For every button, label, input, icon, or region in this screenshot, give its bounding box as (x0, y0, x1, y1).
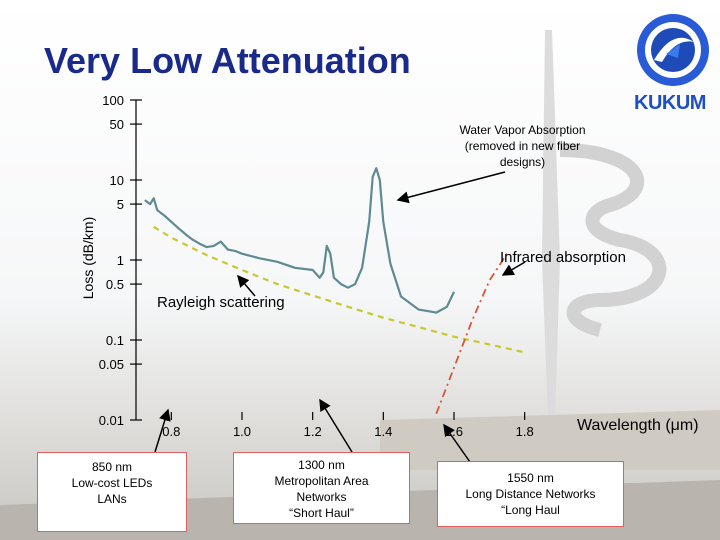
y-tick-label: 1 (117, 253, 124, 268)
rayleigh-arrow (237, 274, 256, 297)
note-850nm: 850 nm Low-cost LEDs LANs (37, 452, 187, 532)
n1550-arrow (443, 423, 471, 463)
annotation-rayleigh: Rayleigh scattering (157, 294, 285, 311)
n1300-arrow (319, 398, 353, 453)
x-axis-label: Wavelength (μm) (577, 417, 699, 434)
water-vapor-line-1: Water Vapor Absorption (459, 123, 586, 137)
x-tick-label: 1.2 (304, 424, 322, 439)
series-layer (144, 167, 525, 415)
y-axis-ticks: 100 50 10 5 1 0.5 0.1 0.05 0.01 (99, 93, 142, 428)
y-tick-label: 50 (110, 117, 124, 132)
n850-line-2: Low-cost LEDs (71, 476, 153, 490)
x-tick-label: 1.0 (233, 424, 251, 439)
slide-title: Very Low Attenuation (44, 40, 411, 81)
n1550-line-2: Long Distance Networks (465, 487, 596, 501)
n1300-line-2: Metropolitan Area (274, 474, 369, 488)
series-loss-line (144, 167, 455, 314)
n1550-line-1: 1550 nm (507, 471, 554, 485)
y-tick-label: 0.5 (106, 277, 124, 292)
annotation-infrared: Infrared absorption (500, 249, 626, 266)
n850-line-1: 850 nm (91, 460, 133, 474)
n850-line-3: LANs (97, 492, 127, 506)
x-tick-label: 1.4 (374, 424, 392, 439)
x-axis-ticks: 0.8 1.0 1.2 1.4 1.6 1.8 (162, 412, 534, 439)
infrared-arrow (501, 261, 526, 276)
y-axis-label: Loss (dB/km) (80, 217, 96, 299)
university-logo-icon (637, 14, 709, 86)
water-vapor-note: Water Vapor Absorption (removed in new f… (440, 122, 605, 170)
water-vapor-arrow (396, 171, 506, 204)
y-tick-label: 0.05 (99, 357, 124, 372)
x-tick-label: 0.8 (162, 424, 180, 439)
water-vapor-line-2: (removed in new fiber (464, 139, 581, 153)
y-tick-label: 0.1 (106, 333, 124, 348)
n1300-line-1: 1300 nm (298, 458, 345, 472)
x-tick-label: 1.8 (516, 424, 534, 439)
n1550-line-3: “Long Haul (501, 503, 560, 517)
n1300-line-3: Networks (296, 490, 347, 504)
y-tick-label: 0.01 (99, 413, 124, 428)
logo-text: KUKUM (634, 92, 706, 114)
note-1550nm: 1550 nm Long Distance Networks “Long Hau… (437, 461, 624, 527)
y-tick-label: 5 (117, 197, 124, 212)
series-rayleigh-line (153, 225, 525, 354)
water-vapor-line-3: designs) (499, 155, 546, 169)
y-tick-label: 10 (110, 173, 124, 188)
n1300-line-4: “Short Haul” (289, 506, 354, 520)
y-tick-label: 100 (102, 93, 124, 108)
note-1300nm: 1300 nm Metropolitan Area Networks “Shor… (233, 452, 410, 524)
n850-arrow (154, 408, 171, 453)
